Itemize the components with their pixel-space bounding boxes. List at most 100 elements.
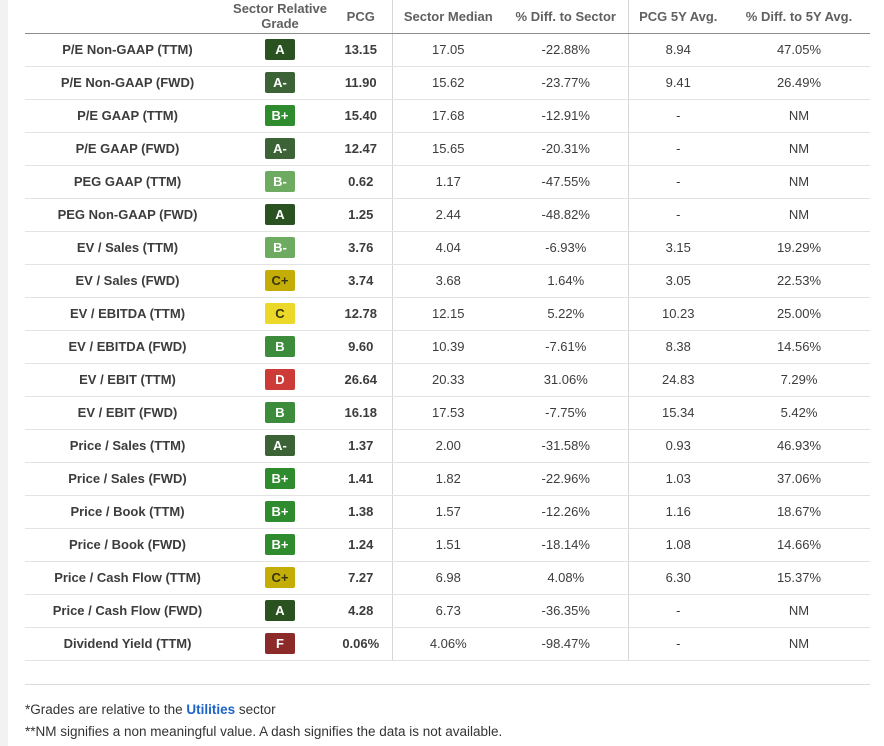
grade-cell: B+ — [230, 528, 330, 562]
sector-median-value: 1.51 — [392, 528, 504, 562]
table-row: PEG Non-GAAP (FWD) A 1.25 2.44 -48.82% -… — [25, 198, 870, 232]
table-row: P/E Non-GAAP (FWD) A- 11.90 15.62 -23.77… — [25, 66, 870, 100]
table-row: EV / EBITDA (TTM) C 12.78 12.15 5.22% 10… — [25, 297, 870, 331]
metric-label: EV / EBIT (TTM) — [25, 363, 230, 397]
pcg-5y-avg-value: 8.38 — [628, 330, 728, 364]
pcg-value: 11.90 — [330, 66, 393, 100]
pcg-value: 16.18 — [330, 396, 393, 430]
table-row: EV / Sales (TTM) B- 3.76 4.04 -6.93% 3.1… — [25, 231, 870, 265]
grade-cell: C — [230, 297, 330, 331]
pcg-value: 0.62 — [330, 165, 393, 199]
grade-badge: B+ — [265, 534, 295, 555]
grade-badge: A- — [265, 72, 295, 93]
metric-label: Price / Book (TTM) — [25, 495, 230, 529]
column-header-pcg: PCG — [330, 0, 393, 34]
table-row: PEG GAAP (TTM) B- 0.62 1.17 -47.55% - NM — [25, 165, 870, 199]
sector-median-value: 10.39 — [392, 330, 504, 364]
metric-label: PEG GAAP (TTM) — [25, 165, 230, 199]
pcg-value: 13.15 — [330, 33, 393, 67]
footnote-nm: **NM signifies a non meaningful value. A… — [25, 723, 503, 739]
diff-to-5y-avg-value: NM — [728, 627, 870, 661]
diff-to-5y-avg-value: 37.06% — [728, 462, 870, 496]
metric-label: EV / Sales (TTM) — [25, 231, 230, 265]
metric-label: P/E GAAP (TTM) — [25, 99, 230, 133]
diff-to-sector-value: 4.08% — [504, 561, 629, 595]
diff-to-5y-avg-value: 15.37% — [728, 561, 870, 595]
metric-label: P/E Non-GAAP (TTM) — [25, 33, 230, 67]
diff-to-sector-value: -12.91% — [504, 99, 629, 133]
grade-badge: A- — [265, 435, 295, 456]
grade-badge: B+ — [265, 468, 295, 489]
grade-badge: A- — [265, 138, 295, 159]
pcg-value: 1.41 — [330, 462, 393, 496]
pcg-value: 1.37 — [330, 429, 393, 463]
column-header-sector-relative-grade: Sector Relative Grade — [230, 0, 330, 34]
diff-to-sector-value: -20.31% — [504, 132, 629, 166]
pcg-5y-avg-value: 24.83 — [628, 363, 728, 397]
valuation-table-body: P/E Non-GAAP (TTM) A 13.15 17.05 -22.88%… — [25, 33, 870, 661]
diff-to-5y-avg-value: 14.56% — [728, 330, 870, 364]
pcg-value: 12.78 — [330, 297, 393, 331]
grade-badge: B — [265, 336, 295, 357]
pcg-5y-avg-value: - — [628, 594, 728, 628]
diff-to-5y-avg-value: 18.67% — [728, 495, 870, 529]
pcg-5y-avg-value: 0.93 — [628, 429, 728, 463]
sector-median-value: 1.57 — [392, 495, 504, 529]
pcg-5y-avg-value: 6.30 — [628, 561, 728, 595]
metric-label: Price / Cash Flow (TTM) — [25, 561, 230, 595]
footnote-grades: *Grades are relative to the Utilities se… — [25, 699, 870, 721]
sector-median-value: 17.53 — [392, 396, 504, 430]
diff-to-5y-avg-value: 14.66% — [728, 528, 870, 562]
metric-label: EV / EBITDA (TTM) — [25, 297, 230, 331]
sector-median-value: 12.15 — [392, 297, 504, 331]
diff-to-sector-value: -48.82% — [504, 198, 629, 232]
sector-median-value: 6.98 — [392, 561, 504, 595]
sector-median-value: 20.33 — [392, 363, 504, 397]
sector-median-value: 15.62 — [392, 66, 504, 100]
grade-cell: A- — [230, 132, 330, 166]
footnotes: *Grades are relative to the Utilities se… — [25, 699, 870, 743]
metric-label: PEG Non-GAAP (FWD) — [25, 198, 230, 232]
pcg-value: 1.38 — [330, 495, 393, 529]
grade-cell: F — [230, 627, 330, 661]
pcg-5y-avg-value: 1.08 — [628, 528, 728, 562]
diff-to-5y-avg-value: NM — [728, 594, 870, 628]
pcg-5y-avg-value: 9.41 — [628, 66, 728, 100]
grade-cell: B- — [230, 165, 330, 199]
grade-cell: A — [230, 594, 330, 628]
grade-cell: C+ — [230, 264, 330, 298]
diff-to-sector-value: 5.22% — [504, 297, 629, 331]
diff-to-sector-value: -6.93% — [504, 231, 629, 265]
diff-to-sector-value: 1.64% — [504, 264, 629, 298]
grade-badge: A — [265, 600, 295, 621]
diff-to-sector-value: -31.58% — [504, 429, 629, 463]
metric-label: Price / Book (FWD) — [25, 528, 230, 562]
grade-cell: A- — [230, 429, 330, 463]
diff-to-sector-value: -22.96% — [504, 462, 629, 496]
diff-to-sector-value: -36.35% — [504, 594, 629, 628]
sector-median-value: 2.00 — [392, 429, 504, 463]
grade-cell: B- — [230, 231, 330, 265]
pcg-5y-avg-value: - — [628, 132, 728, 166]
metric-label: P/E Non-GAAP (FWD) — [25, 66, 230, 100]
footnote-grades-prefix: *Grades are relative to the — [25, 701, 187, 717]
utilities-sector-link[interactable]: Utilities — [186, 701, 236, 717]
sector-median-value: 1.82 — [392, 462, 504, 496]
column-header-metric — [25, 0, 230, 34]
pcg-5y-avg-value: - — [628, 165, 728, 199]
grade-cell: B+ — [230, 495, 330, 529]
pcg-value: 15.40 — [330, 99, 393, 133]
metric-label: P/E GAAP (FWD) — [25, 132, 230, 166]
diff-to-sector-value: -23.77% — [504, 66, 629, 100]
table-row: Dividend Yield (TTM) F 0.06% 4.06% -98.4… — [25, 627, 870, 661]
valuation-table: Sector Relative Grade PCG Sector Median … — [25, 0, 870, 661]
pcg-5y-avg-value: - — [628, 198, 728, 232]
diff-to-sector-value: -47.55% — [504, 165, 629, 199]
sector-median-value: 1.17 — [392, 165, 504, 199]
table-row: P/E GAAP (FWD) A- 12.47 15.65 -20.31% - … — [25, 132, 870, 166]
pcg-value: 1.24 — [330, 528, 393, 562]
grade-badge: C+ — [265, 270, 295, 291]
diff-to-sector-value: -7.75% — [504, 396, 629, 430]
diff-to-sector-value: 31.06% — [504, 363, 629, 397]
diff-to-5y-avg-value: NM — [728, 99, 870, 133]
